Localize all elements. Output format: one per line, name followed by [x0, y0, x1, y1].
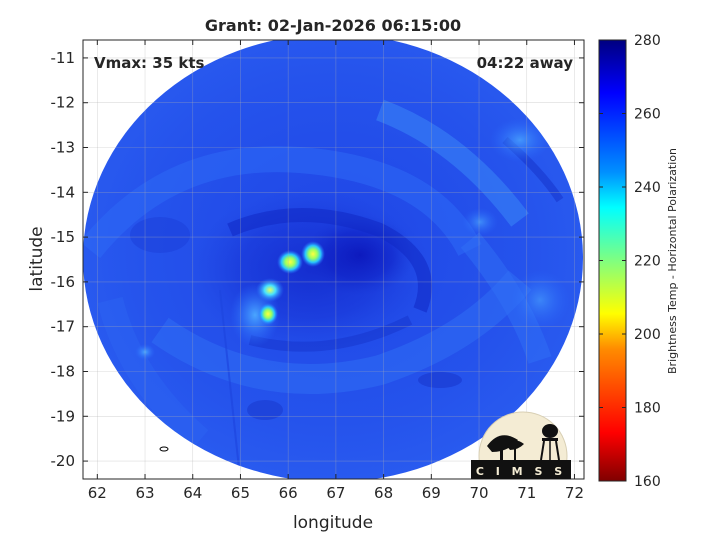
y-tick-label: -20: [51, 452, 76, 470]
x-tick-label: 62: [88, 484, 107, 502]
x-tick-label: 67: [326, 484, 345, 502]
colorbar-tick-label: 180: [634, 401, 661, 417]
colorbar-tick-label: 240: [634, 180, 661, 196]
axes-box: [82, 39, 585, 480]
y-tick-label: -13: [51, 139, 76, 157]
x-tick-label: 63: [135, 484, 154, 502]
coastline-outline: [159, 446, 169, 452]
x-axis-label: longitude: [293, 513, 373, 533]
colorbar-label: Brightness Temp - Horizontal Polarizatio…: [666, 148, 679, 374]
colorbar-tick-label: 260: [634, 107, 661, 123]
y-tick-label: -11: [51, 49, 76, 67]
chart-title: Grant: 02-Jan-2026 06:15:00: [205, 16, 461, 35]
time-away-annotation: 04:22 away: [477, 54, 574, 72]
y-tick-label: -17: [51, 318, 76, 336]
x-tick-label: 64: [183, 484, 202, 502]
cimss-logo-text: C I M S S: [476, 465, 566, 478]
y-tick-label: -19: [51, 407, 76, 425]
y-tick-label: -15: [51, 228, 76, 246]
colorbar-tick-label: 220: [634, 254, 661, 270]
y-axis: -11 -12 -13 -14 -15 -16 -17 -18 -19 -20: [51, 49, 584, 470]
brightness-temperature-swath: [83, 40, 583, 479]
vmax-annotation: Vmax: 35 kts: [94, 54, 204, 72]
y-tick-label: -16: [51, 273, 76, 291]
y-tick-label: -14: [51, 183, 76, 201]
x-tick-label: 65: [231, 484, 250, 502]
x-tick-label: 68: [374, 484, 393, 502]
x-tick-label: 72: [565, 484, 584, 502]
y-axis-label: latitude: [27, 226, 47, 291]
y-tick-label: -12: [51, 94, 76, 112]
cimss-logo: C I M S S: [471, 411, 571, 479]
colorbar-tick-label: 160: [634, 474, 661, 490]
x-tick-label: 70: [469, 484, 488, 502]
x-tick-label: 71: [517, 484, 536, 502]
colorbar-scale: [598, 39, 627, 482]
colorbar-ticks: 160 180 200 220 240 260 280: [599, 33, 661, 490]
y-tick-label: -18: [51, 362, 76, 380]
colorbar: 160 180 200 220 240 260 280 Brightness Temp - …: [598, 33, 679, 490]
x-tick-label: 69: [422, 484, 441, 502]
x-tick-label: 66: [279, 484, 298, 502]
x-axis: 62 63 64 65 66 67 68 69 70 71 72: [88, 40, 584, 502]
colorbar-tick-label: 280: [634, 33, 661, 49]
colorbar-tick-label: 200: [634, 327, 661, 343]
